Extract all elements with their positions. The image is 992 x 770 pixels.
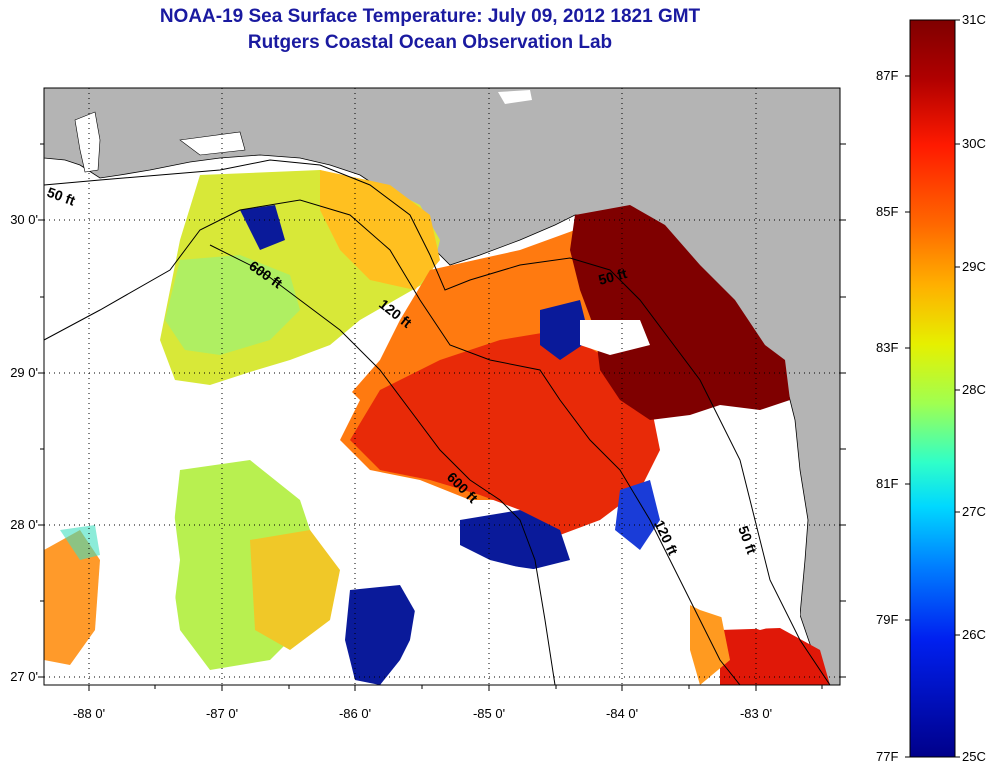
isobath-600ft: [209, 244, 556, 685]
lat-label-30: 30 0': [10, 212, 38, 227]
sst-patch-blue-3: [540, 300, 590, 360]
chart-title: NOAA-19 Sea Surface Temperature: July 09…: [159, 6, 701, 27]
sst-patch-west-cyan: [60, 525, 100, 560]
sst-patch-blue-4: [615, 480, 660, 550]
colorbar-label-87f: 87F: [876, 68, 899, 83]
lat-label-27: 27 0': [10, 669, 38, 684]
lon-label-85: -85 0': [472, 706, 506, 721]
sst-patch-yellow: [320, 170, 440, 290]
isobath-50ft-west: [44, 159, 831, 685]
map-frame: [43, 87, 841, 686]
sst-patch-blue-5: [240, 205, 285, 250]
colorbar-label-83f: 83F: [876, 340, 899, 355]
axis-ticks: [38, 143, 846, 691]
lat-label-29: 29 0': [10, 365, 38, 380]
cloud-gap-5: [410, 560, 600, 685]
cloud-gap-4: [95, 480, 180, 685]
colorbar-ticks: [905, 19, 960, 758]
colorbar-label-28c: 28C: [962, 382, 986, 397]
colorbar-label-81f: 81F: [876, 476, 899, 491]
sst-patch-darkred: [570, 205, 790, 420]
sst-patch-blue-1: [460, 510, 570, 570]
cloud-gap-6: [640, 540, 800, 630]
colorbar-label-79f: 79F: [876, 612, 899, 627]
colorbar-label-31c: 31C: [962, 12, 986, 27]
cloud-gap-7: [670, 410, 790, 560]
sst-patch-south-red: [720, 628, 830, 685]
colorbar: [909, 19, 956, 758]
lon-label-84: -84 0': [605, 706, 639, 721]
sst-patch-green: [165, 255, 300, 355]
cloud-gap-2: [580, 320, 650, 355]
mobile-bay: [74, 111, 101, 173]
coastal-bay: [179, 131, 246, 156]
colorbar-label-26c: 26C: [962, 627, 986, 642]
land-mass: [44, 88, 840, 685]
lon-label-88: -88 0': [72, 706, 106, 721]
colorbar-label-29c: 29C: [962, 259, 986, 274]
isobath-120ft: [44, 199, 741, 685]
colorbar-label-85f: 85F: [876, 204, 899, 219]
chart-subtitle: Rutgers Coastal Ocean Observation Lab: [247, 32, 613, 53]
colorbar-label-27c: 27C: [962, 504, 986, 519]
colorbar-label-30c: 30C: [962, 136, 986, 151]
lon-label-87: -87 0': [205, 706, 239, 721]
sst-patch-west-edge: [44, 530, 100, 665]
sst-patch-blue-2: [345, 585, 420, 685]
lon-label-86: -86 0': [338, 706, 372, 721]
cloud-gap-1: [260, 370, 360, 450]
sst-patch-red: [350, 330, 660, 535]
isobath-label-50ft-bigbend: 50 ft: [597, 265, 629, 288]
cloud-gap-3: [44, 240, 160, 500]
sst-patch-sw2: [250, 530, 340, 650]
lake-patch: [498, 90, 532, 104]
lat-label-28: 28 0': [10, 517, 38, 532]
colorbar-label-25c: 25C: [962, 749, 986, 764]
sst-patch-south-orange: [690, 600, 730, 685]
lon-label-83: -83 0': [739, 706, 773, 721]
colorbar-label-77f: 77F: [876, 749, 899, 764]
